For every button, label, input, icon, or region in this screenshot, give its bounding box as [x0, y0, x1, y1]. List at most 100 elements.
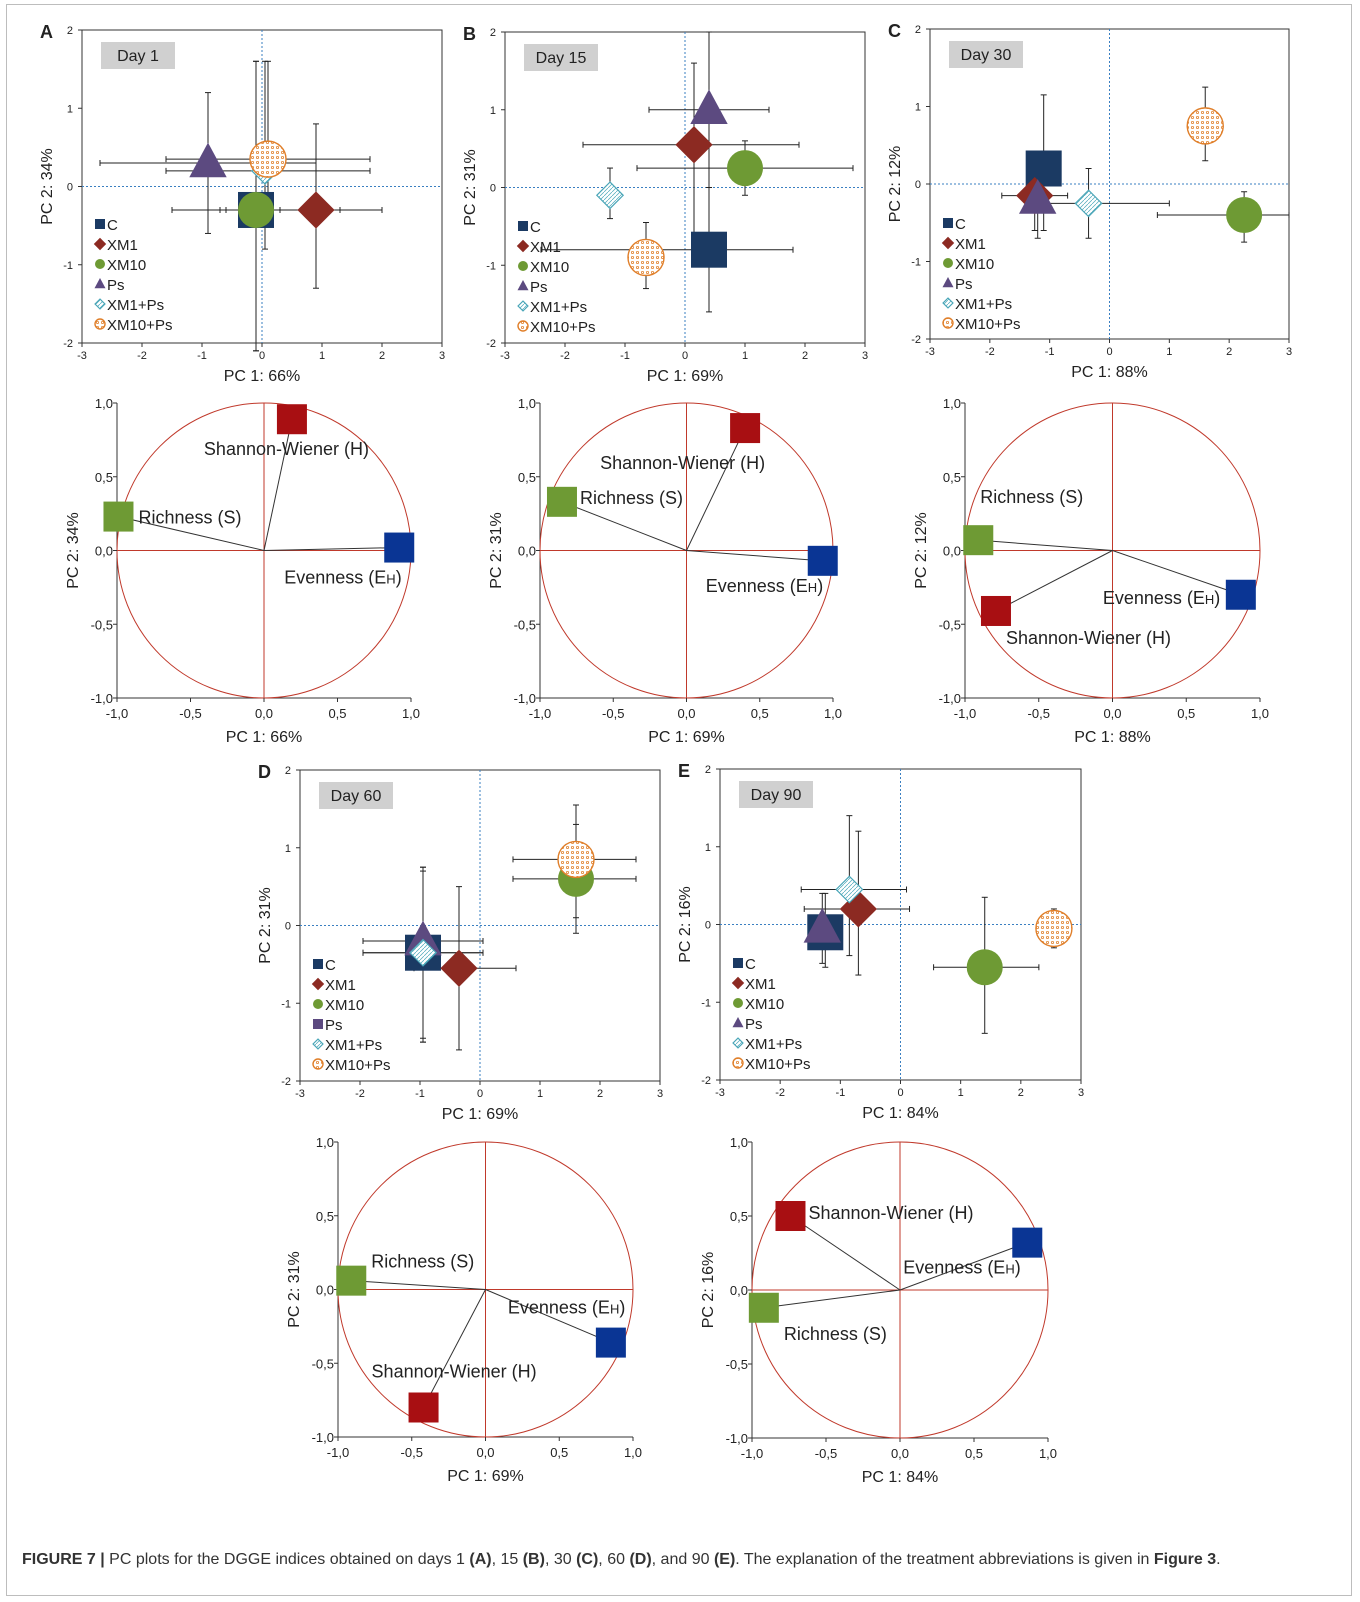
x-axis-label: PC 1: 84%	[862, 1469, 938, 1486]
plot-title: Day 60	[331, 788, 382, 805]
point-xm10-ps	[557, 840, 595, 879]
point-xm1-ps	[835, 875, 864, 904]
caption-figure-link[interactable]: Figure 3	[1153, 1551, 1217, 1568]
x-tick-label: 0,5	[1177, 706, 1195, 721]
y-axis-label: PC 2: 31%	[462, 149, 479, 225]
panel-letter: C	[888, 21, 901, 41]
loading-vector	[790, 1215, 901, 1291]
y-tick-label: 1	[285, 843, 291, 855]
legend-label: XM1	[107, 237, 138, 254]
x-tick-label: 3	[862, 350, 868, 362]
legend-label: XM1+Ps	[745, 1036, 802, 1053]
y-tick-label: 2	[705, 764, 711, 776]
loading-marker	[748, 1292, 779, 1323]
x-tick-label: 1	[958, 1087, 964, 1099]
y-tick-label: -1,0	[726, 1431, 748, 1446]
loading-marker	[276, 404, 307, 435]
x-tick-label: 0,5	[550, 1445, 568, 1460]
legend-label: Ps	[530, 279, 548, 296]
legend-marker	[312, 1038, 324, 1050]
y-axis-label: PC 2: 12%	[887, 146, 904, 222]
y-tick-label: -0,5	[726, 1357, 748, 1372]
y-axis-label: PC 2: 31%	[488, 512, 505, 588]
x-tick-label: 1	[537, 1088, 543, 1100]
figure-canvas: -3 -2 -1 0 1 2 3 -2 -1 0 1 2 PC 1: 66% PC 2: 34% A Day …	[39, 21, 1292, 1486]
point-xm10-ps	[1186, 107, 1224, 145]
x-tick-label: 3	[1078, 1087, 1084, 1099]
x-axis-label: PC 1: 66%	[224, 368, 300, 385]
legend-marker	[733, 998, 743, 1008]
y-tick-label: 0,0	[730, 1283, 748, 1298]
loading-plot-b: -1,0 -0,5 0,0 0,5 1,0 -1,0 -0,5 0,0 0,5 1,0 PC 1: …	[488, 396, 842, 746]
legend-label: XM10+Ps	[530, 319, 595, 336]
x-tick-label: -1,0	[741, 1446, 763, 1461]
y-tick-label: -1,0	[312, 1430, 334, 1445]
legend-marker	[313, 1019, 323, 1029]
legend-label: C	[530, 219, 541, 236]
y-tick-label: 0	[915, 179, 921, 191]
x-tick-label: -1	[197, 350, 207, 362]
x-tick-label: 2	[802, 350, 808, 362]
loading-vector	[686, 427, 746, 551]
loading-marker	[595, 1327, 626, 1358]
y-tick-label: 0,0	[518, 544, 536, 559]
loading-marker	[980, 595, 1011, 626]
y-tick-label: -0,5	[514, 617, 536, 632]
y-tick-label: 0	[705, 920, 711, 932]
point-xm1	[440, 949, 478, 987]
point-xm10-ps	[627, 238, 665, 277]
legend-label: Ps	[325, 1017, 343, 1034]
subscript: H	[1005, 1262, 1014, 1277]
caption-text-4: , 60	[598, 1551, 630, 1568]
figure-frame	[6, 4, 1352, 1596]
x-axis-label: PC 1: 88%	[1071, 364, 1147, 381]
panel-letter: E	[678, 761, 690, 781]
x-tick-label: 0,5	[965, 1446, 983, 1461]
x-tick-label: 2	[379, 350, 385, 362]
loading-marker	[546, 486, 577, 517]
y-tick-label: 1	[705, 842, 711, 854]
x-tick-label: 0	[477, 1088, 483, 1100]
loading-label: Evenness (EH)	[508, 1298, 625, 1318]
legend-marker	[313, 999, 323, 1009]
loading-vector	[899, 1242, 1028, 1291]
y-tick-label: 0,0	[316, 1283, 334, 1298]
y-tick-label: -1,0	[514, 691, 536, 706]
legend-marker	[943, 258, 953, 268]
caption-text-6: . The explanation of the treatment abbre…	[735, 1551, 1154, 1568]
loading-label: Shannon-Wiener (H)	[600, 453, 765, 473]
y-tick-label: 2	[915, 24, 921, 36]
legend-marker	[733, 958, 743, 968]
loading-marker	[103, 501, 134, 532]
label-tail: )	[817, 576, 823, 596]
legend-marker	[732, 1017, 744, 1028]
loading-vector	[118, 516, 265, 551]
point-xm1-ps	[595, 181, 625, 210]
x-tick-label: 0	[1106, 346, 1112, 358]
legend-label: XM1+Ps	[325, 1037, 382, 1054]
y-tick-label: 0,5	[730, 1209, 748, 1224]
legend-label: Ps	[107, 277, 125, 294]
x-axis-label: PC 1: 88%	[1074, 729, 1150, 746]
point-ps	[404, 920, 442, 956]
subscript: H	[610, 1302, 619, 1317]
x-tick-label: -3	[77, 350, 87, 362]
score-plot-d: -3 -2 -1 0 1 2 3 -2 -1 0 1 2 PC 1: 69% PC 2: 31% D Day …	[257, 762, 663, 1123]
loading-label: Shannon-Wiener (H)	[808, 1203, 973, 1223]
legend-marker	[943, 218, 953, 228]
panel-letter: A	[40, 22, 53, 42]
x-tick-label: -1	[1045, 346, 1055, 358]
y-tick-label: -2	[281, 1076, 291, 1088]
loading-vector	[978, 539, 1113, 551]
x-tick-label: 0,0	[1103, 706, 1121, 721]
x-tick-label: 0	[259, 350, 265, 362]
legend-label: XM10+Ps	[107, 317, 172, 334]
plot-title: Day 15	[536, 50, 587, 67]
x-axis-label: PC 1: 66%	[226, 729, 302, 746]
title-badge	[101, 42, 175, 69]
y-tick-label: -1	[281, 998, 291, 1010]
plot-title: Day 90	[751, 787, 802, 804]
caption-ref-b: (B)	[522, 1551, 545, 1568]
score-plot-c: -3 -2 -1 0 1 2 3 -2 -1 0 1 2 PC 1: 88% PC 2: 12% C Day …	[887, 21, 1292, 381]
loading-label: Richness (S)	[371, 1252, 474, 1272]
